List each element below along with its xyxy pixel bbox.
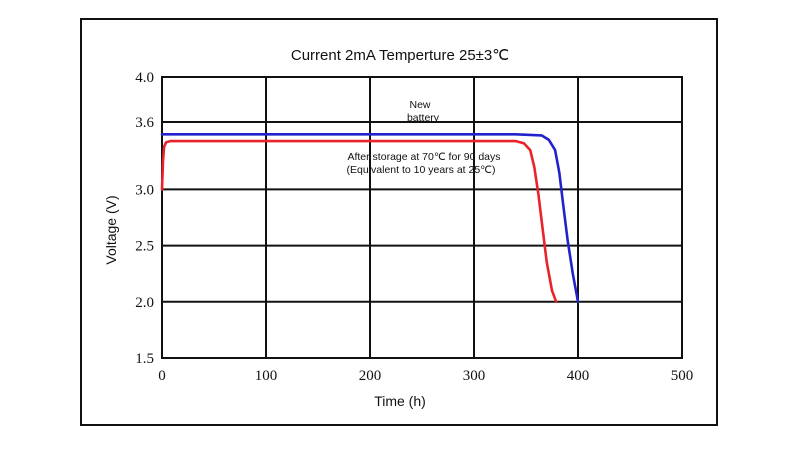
- y-axis-label: Voltage (V): [103, 195, 119, 264]
- y-tick-label: 3.0: [135, 182, 154, 198]
- grid: [161, 76, 683, 359]
- x-axis-label: Time (h): [374, 393, 426, 409]
- x-tick-label: 400: [567, 368, 590, 384]
- annotation-stored-line1: After storage at 70℃ for 90 days: [347, 151, 500, 163]
- y-tick-label: 2.0: [135, 295, 154, 311]
- series-line-new-battery: [160, 133, 580, 304]
- x-tick-label: 100: [255, 368, 278, 384]
- x-tick-label: 0: [158, 368, 166, 384]
- x-tick-label: 300: [463, 368, 486, 384]
- y-tick-label: 1.5: [135, 351, 154, 367]
- annotation-new-line2: battery: [407, 112, 440, 124]
- x-tick-label: 500: [671, 368, 694, 384]
- plot-border: [161, 76, 683, 359]
- y-tick-label: 4.0: [135, 70, 154, 86]
- annotation-stored-line2: (Equivalent to 10 years at 25℃): [347, 164, 496, 176]
- tick-labels: 0 100 200 300 400 500 4.0 3.6 3.0 2.5 2.0 1.5: [135, 70, 693, 384]
- x-tick-label: 200: [359, 368, 382, 384]
- chart-title: Current 2mA Temperture 25±3℃: [291, 47, 509, 64]
- series-layer: [160, 133, 580, 304]
- y-tick-label: 2.5: [135, 239, 154, 255]
- annotation-new-line1: New: [409, 99, 430, 111]
- series-line-after-storage: [160, 139, 558, 304]
- y-tick-label: 3.6: [135, 115, 154, 131]
- chart-frame: [80, 18, 718, 426]
